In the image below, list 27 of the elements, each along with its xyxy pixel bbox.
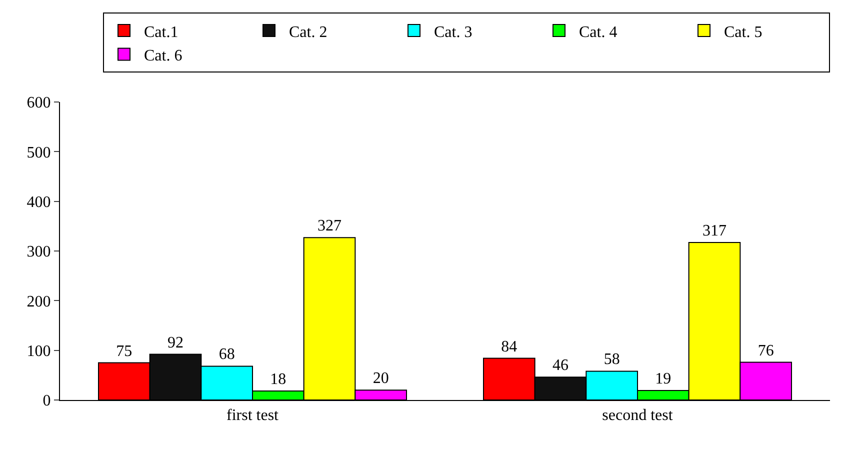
data-label: 84 bbox=[501, 338, 518, 356]
data-label: 18 bbox=[270, 371, 286, 388]
legend-label: Cat. 5 bbox=[724, 24, 762, 41]
legend-label: Cat. 4 bbox=[579, 24, 618, 41]
data-label: 19 bbox=[655, 370, 672, 388]
x-tick-label: second test bbox=[602, 407, 674, 424]
legend-label: Cat. 6 bbox=[144, 48, 182, 65]
data-label: 327 bbox=[318, 218, 342, 235]
legend-label: Cat.1 bbox=[144, 24, 178, 41]
data-label: 20 bbox=[372, 370, 389, 388]
data-label: 68 bbox=[218, 346, 235, 364]
data-label: 75 bbox=[116, 342, 132, 360]
x-tick-label: first test bbox=[226, 407, 280, 424]
legend-label: Cat. 3 bbox=[434, 24, 472, 41]
data-label: 58 bbox=[604, 351, 620, 368]
legend-label: Cat. 2 bbox=[289, 24, 328, 41]
y-tick-label: 400 bbox=[26, 194, 51, 211]
y-tick-label: 200 bbox=[26, 293, 51, 310]
y-tick-label: 100 bbox=[26, 342, 51, 360]
data-label: 76 bbox=[758, 342, 774, 360]
y-tick-label: 0 bbox=[42, 392, 51, 410]
data-label: 46 bbox=[552, 357, 568, 374]
data-label: 317 bbox=[702, 222, 726, 240]
y-tick-label: 300 bbox=[26, 244, 51, 261]
data-label: 92 bbox=[168, 334, 184, 352]
y-tick-label: 600 bbox=[26, 94, 51, 112]
y-tick-label: 500 bbox=[26, 144, 51, 162]
